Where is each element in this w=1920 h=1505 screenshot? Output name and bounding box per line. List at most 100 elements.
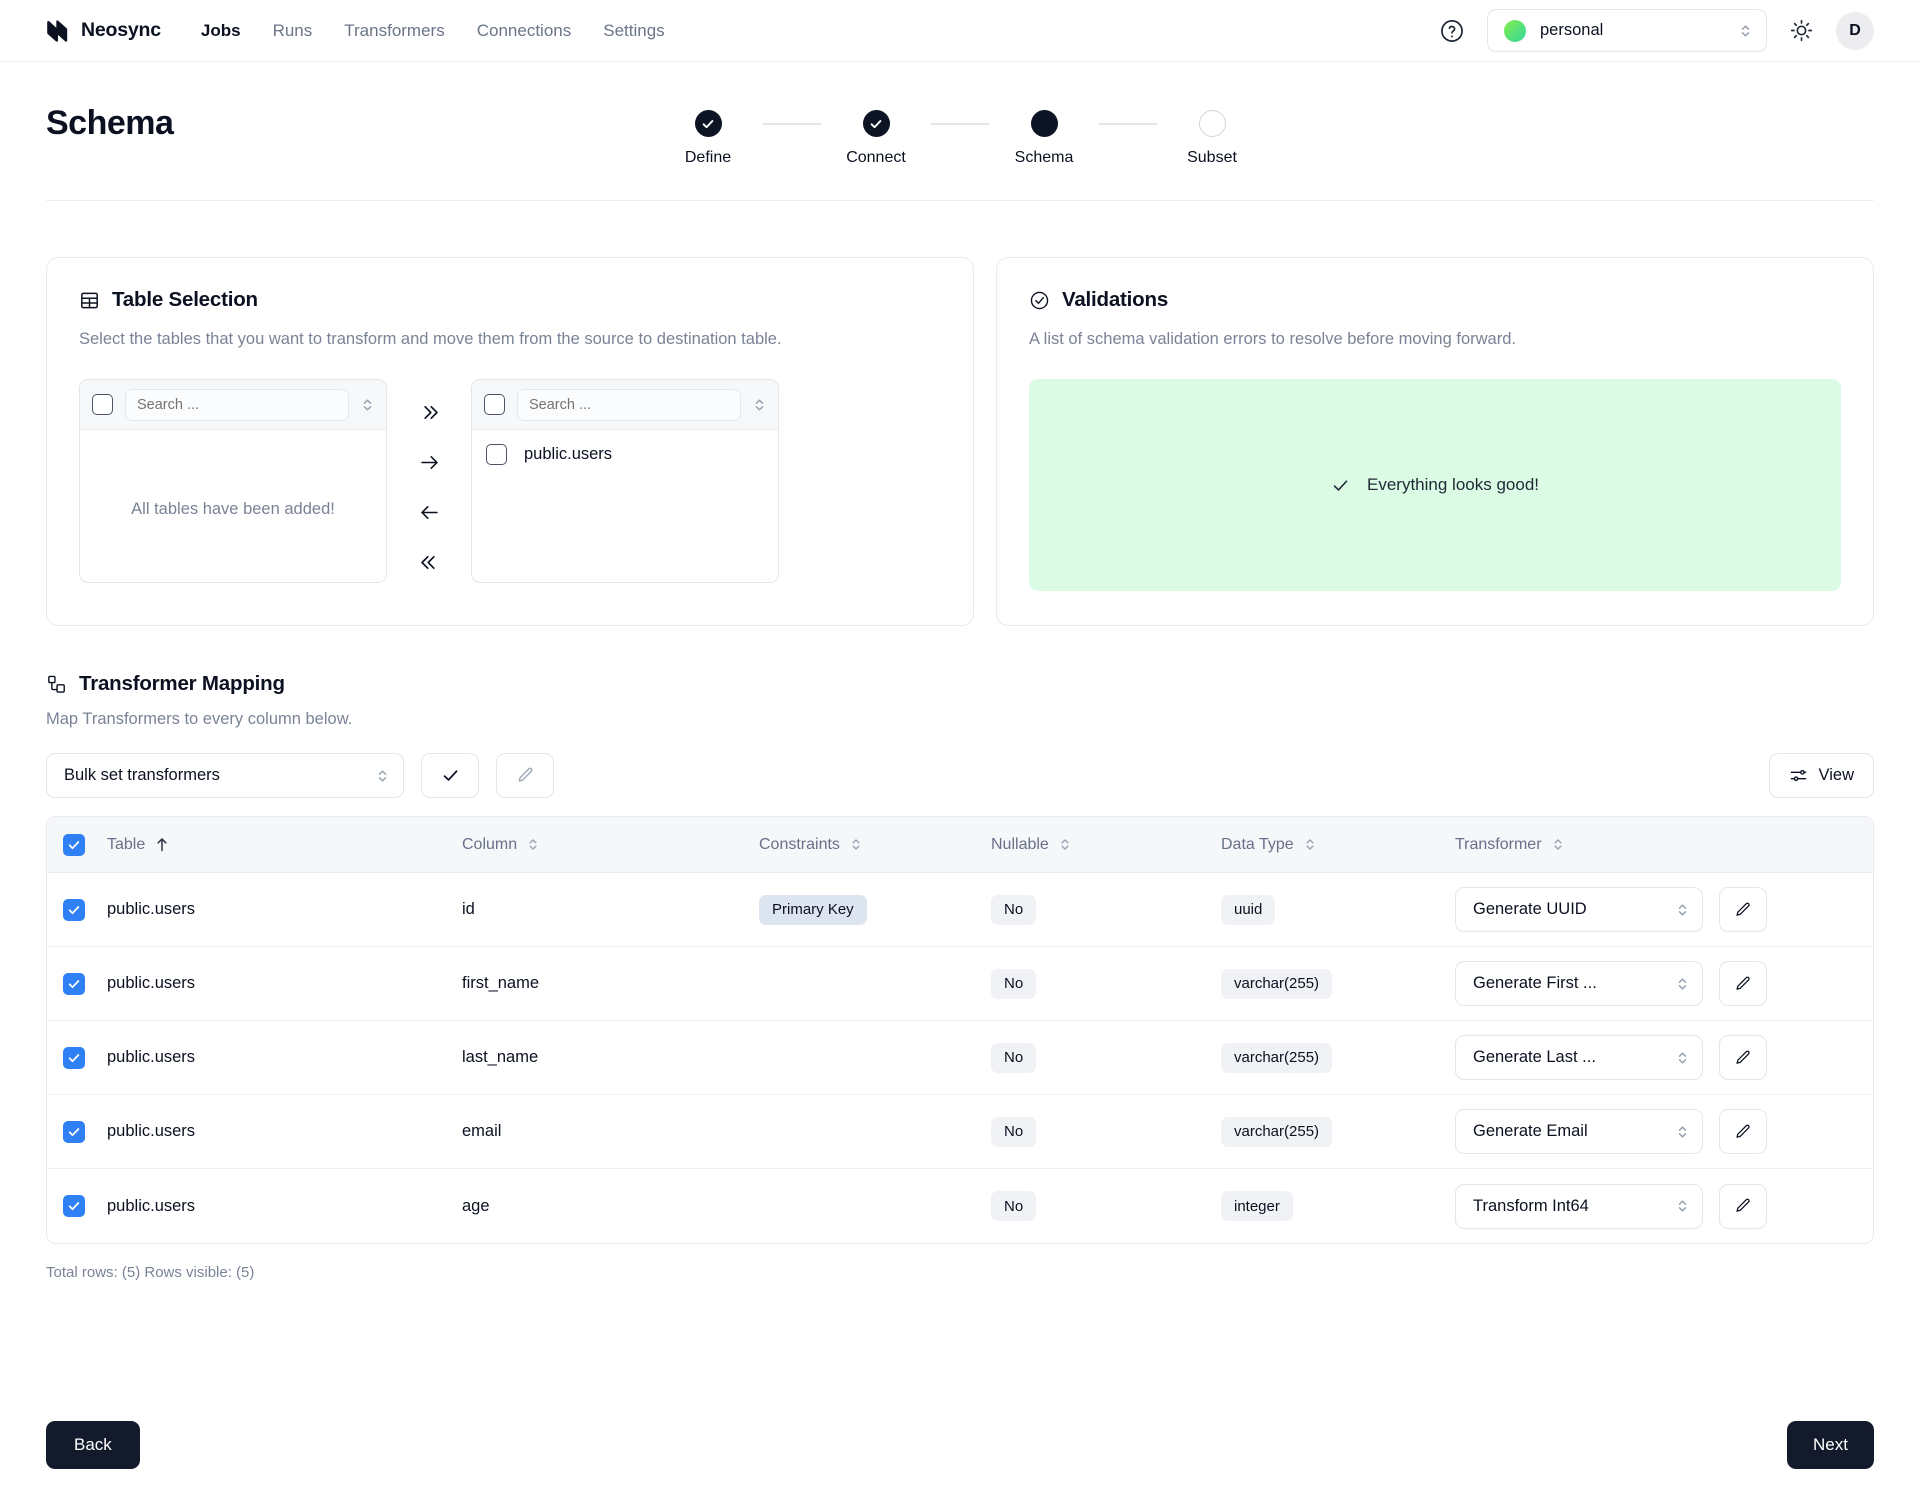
row-select-cell	[47, 898, 107, 921]
destination-select-all-checkbox[interactable]	[484, 394, 505, 416]
check-circle-icon	[1030, 291, 1049, 309]
source-sort-icon[interactable]	[361, 396, 374, 414]
edit-transformer-button[interactable]	[1719, 1109, 1767, 1155]
header-select-all-cell	[47, 833, 107, 856]
source-search-input[interactable]	[125, 388, 349, 421]
chevron-updown-icon	[1553, 839, 1562, 851]
step-define[interactable]: Define	[653, 110, 763, 167]
step-connect-dot	[862, 110, 890, 137]
row-checkbox[interactable]	[63, 898, 85, 921]
cell-data-type: varchar(255)	[1221, 1042, 1455, 1073]
transformer-select[interactable]: Transform Int64	[1455, 1183, 1703, 1229]
nav-link-transformers[interactable]: Transformers	[344, 20, 445, 40]
account-switcher[interactable]: personal	[1487, 9, 1767, 52]
row-checkbox[interactable]	[63, 972, 85, 995]
header-label-column: Column	[462, 835, 518, 853]
brand-logo[interactable]: Neosync	[44, 18, 161, 44]
header-label-nullable: Nullable	[991, 835, 1049, 853]
bulk-set-transformers-select[interactable]: Bulk set transformers	[46, 753, 404, 799]
step-subset-dot	[1198, 110, 1226, 137]
destination-sort-icon[interactable]	[753, 396, 766, 414]
destination-list-body: public.users	[472, 430, 778, 582]
validations-description: A list of schema validation errors to re…	[1029, 330, 1516, 348]
row-checkbox[interactable]	[63, 1195, 85, 1218]
step-subset-label: Subset	[1187, 149, 1237, 166]
bulk-apply-button[interactable]	[421, 753, 479, 799]
nullable-badge: No	[991, 1191, 1037, 1222]
cell-nullable: No	[991, 894, 1221, 925]
row-select-cell	[47, 972, 107, 995]
header-cell-table[interactable]: Table	[107, 836, 462, 854]
component-nodes-icon	[48, 675, 65, 693]
data-type-badge: integer	[1221, 1191, 1293, 1222]
bulk-edit-button[interactable]	[496, 753, 554, 799]
select-all-rows-checkbox[interactable]	[63, 833, 85, 856]
chevron-updown-icon	[1306, 839, 1314, 851]
cell-table: public.users	[107, 900, 196, 919]
edit-transformer-button[interactable]	[1719, 887, 1767, 933]
transformer-mapping-controls: Bulk set transformers View	[46, 753, 1874, 799]
header-label-transformer: Transformer	[1455, 835, 1542, 853]
header-cell-nullable[interactable]: Nullable	[991, 836, 1221, 854]
page-title: Schema	[46, 104, 174, 142]
cell-transformer: Transform Int64	[1455, 1183, 1873, 1229]
edit-transformer-button[interactable]	[1719, 1035, 1767, 1081]
header-cell-transformer[interactable]: Transformer	[1455, 836, 1873, 854]
cell-nullable: No	[991, 1042, 1221, 1073]
view-options-button[interactable]: View	[1768, 753, 1874, 799]
move-right-button[interactable]	[407, 437, 451, 487]
nav-link-settings[interactable]: Settings	[603, 20, 665, 40]
row-select-cell	[47, 1195, 107, 1218]
next-button[interactable]: Next	[1787, 1421, 1874, 1469]
back-button[interactable]: Back	[46, 1421, 140, 1469]
constraint-badge: Primary Key	[759, 894, 867, 925]
edit-transformer-button[interactable]	[1719, 961, 1767, 1007]
pencil-icon	[1736, 1199, 1750, 1213]
row-checkbox[interactable]	[63, 1120, 85, 1143]
move-all-left-button[interactable]	[407, 537, 451, 587]
transformer-select[interactable]: Generate UUID	[1455, 887, 1703, 933]
source-select-all-checkbox[interactable]	[92, 394, 113, 416]
transformer-select[interactable]: Generate Email	[1455, 1109, 1703, 1155]
cell-column: last_name	[462, 1048, 539, 1067]
cell-nullable: No	[991, 1191, 1221, 1222]
step-schema[interactable]: Schema	[989, 110, 1099, 167]
validations-title-row: Validations	[1029, 288, 1841, 312]
transformer-select[interactable]: Generate First ...	[1455, 961, 1703, 1007]
help-circle-icon[interactable]	[1439, 18, 1465, 44]
destination-item-checkbox[interactable]	[486, 444, 507, 466]
row-checkbox[interactable]	[63, 1046, 85, 1069]
step-connect-label: Connect	[846, 149, 906, 166]
sort-ascending-icon	[157, 838, 167, 852]
step-subset[interactable]: Subset	[1157, 110, 1267, 167]
destination-search-input[interactable]	[517, 388, 741, 421]
user-avatar[interactable]: D	[1836, 11, 1874, 50]
step-connect[interactable]: Connect	[821, 110, 931, 167]
list-item[interactable]: public.users	[472, 430, 778, 466]
edit-transformer-button[interactable]	[1719, 1183, 1767, 1229]
source-empty-message: All tables have been added!	[131, 500, 335, 519]
sun-theme-icon[interactable]	[1789, 18, 1814, 43]
nullable-badge: No	[991, 1116, 1037, 1147]
table-grid-icon	[81, 292, 98, 308]
nav-link-runs[interactable]: Runs	[272, 20, 313, 40]
page-header: Schema Define Connect Schema	[0, 62, 1920, 200]
step-define-dot	[694, 110, 722, 137]
header-cell-column[interactable]: Column	[462, 836, 759, 854]
transformer-select[interactable]: Generate Last ...	[1455, 1035, 1703, 1081]
header-cell-constraints[interactable]: Constraints	[759, 836, 991, 854]
cell-transformer: Generate Last ...	[1455, 1035, 1873, 1081]
table-row: public.users age No integer Transform In…	[47, 1169, 1873, 1243]
header-cell-data-type[interactable]: Data Type	[1221, 836, 1455, 854]
cell-column: age	[462, 1196, 490, 1215]
move-all-right-button[interactable]	[407, 387, 451, 437]
move-left-button[interactable]	[407, 487, 451, 537]
check-icon	[68, 1202, 80, 1211]
nav-link-jobs[interactable]: Jobs	[200, 20, 241, 40]
cell-constraints: Primary Key	[759, 894, 991, 925]
nav-links: Jobs Runs Transformers Connections Setti…	[201, 21, 665, 41]
nav-link-connections[interactable]: Connections	[476, 20, 572, 40]
data-type-badge: uuid	[1221, 894, 1276, 925]
step-schema-dot	[1030, 110, 1058, 137]
